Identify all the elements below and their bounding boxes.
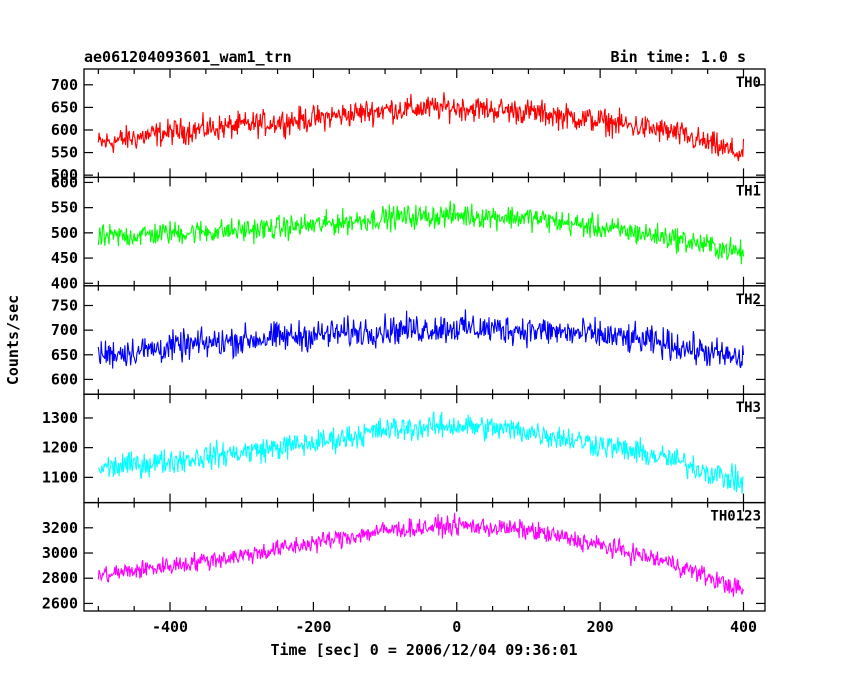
panel-TH0: 500 550 600 650 700 TH0 xyxy=(51,68,766,184)
y-tick-label-TH0123: 2800 xyxy=(42,569,78,587)
y-tick-label-TH2: 750 xyxy=(51,297,78,315)
x-tick-label: -200 xyxy=(295,618,331,636)
y-tick-label-TH2: 650 xyxy=(51,346,78,364)
x-tick-label: 0 xyxy=(452,618,461,636)
panel-TH0123: 2600 2800 3000 3200 TH0123 xyxy=(42,501,766,612)
y-tick-label-TH0: 500 xyxy=(51,166,78,184)
y-tick-label-TH0123: 2600 xyxy=(42,594,78,612)
y-tick-label-TH0123: 3200 xyxy=(42,519,78,537)
y-tick-label-TH3: 1100 xyxy=(42,468,78,486)
panel-frame-TH0123 xyxy=(83,501,766,612)
panel-label-TH3: TH3 xyxy=(736,400,761,416)
panel-TH3: 1100 1200 1300 TH3 xyxy=(42,393,766,504)
series-line-TH0123 xyxy=(97,512,745,597)
x-axis-label: Time [sec] 0 = 2006/12/04 09:36:01 xyxy=(270,641,577,659)
y-tick-label-TH0123: 3000 xyxy=(42,544,78,562)
y-tick-label-TH0: 700 xyxy=(51,76,78,94)
series-line-TH0 xyxy=(97,92,745,162)
y-tick-label-TH2: 600 xyxy=(51,370,78,388)
panel-frame-TH0 xyxy=(83,68,766,179)
y-tick-label-TH0: 600 xyxy=(51,121,78,139)
panel-label-TH2: TH2 xyxy=(736,292,761,308)
x-tick-label: 400 xyxy=(730,618,757,636)
chart-title: ae061204093601_wam1_trn xyxy=(84,48,292,66)
x-tick-label: -400 xyxy=(152,618,188,636)
y-axis-label: Counts/sec xyxy=(4,295,22,385)
y-tick-label-TH1: 450 xyxy=(51,249,78,267)
panel-label-TH1: TH1 xyxy=(736,183,761,199)
y-tick-label-TH1: 550 xyxy=(51,199,78,217)
y-tick-label-TH2: 700 xyxy=(51,321,78,339)
bin-time-label: Bin time: 1.0 s xyxy=(611,48,746,66)
y-tick-label-TH1: 500 xyxy=(51,224,78,242)
panel-TH2: 600 650 700 750 TH2 xyxy=(51,285,766,395)
panel-label-TH0123: TH0123 xyxy=(710,509,761,525)
y-tick-label-TH3: 1200 xyxy=(42,439,78,457)
panel-label-TH0: TH0 xyxy=(736,75,761,91)
y-tick-label-TH0: 550 xyxy=(51,144,78,162)
series-line-TH3 xyxy=(97,411,744,494)
panel-frame-TH1 xyxy=(83,176,766,287)
panel-TH1: 400 450 500 550 600 TH1 xyxy=(51,173,766,292)
series-line-TH2 xyxy=(97,309,745,369)
y-tick-label-TH1: 400 xyxy=(51,274,78,292)
y-tick-label-TH3: 1300 xyxy=(42,409,78,427)
y-tick-label-TH1: 600 xyxy=(51,173,78,191)
x-tick-label: 200 xyxy=(587,618,614,636)
y-tick-label-TH0: 650 xyxy=(51,98,78,116)
series-line-TH1 xyxy=(97,200,745,265)
